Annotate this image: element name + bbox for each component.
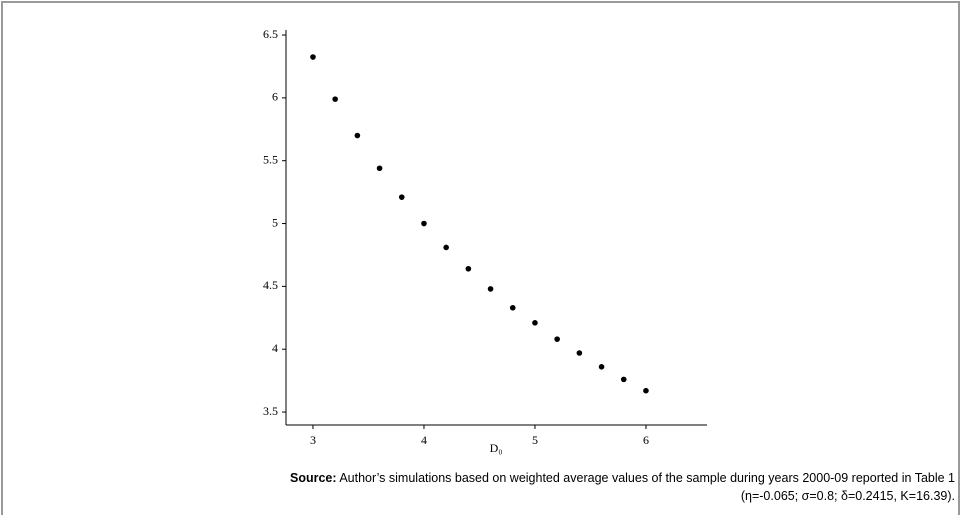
x-tick-label: 4: [421, 433, 427, 447]
y-tick-label: 4: [272, 341, 278, 355]
point: [509, 304, 516, 311]
point: [465, 265, 472, 272]
y-tick-label: 3.5: [263, 404, 278, 418]
point: [643, 387, 649, 394]
point: [332, 96, 338, 102]
x-tick-label: 6: [643, 433, 649, 447]
y-tick-label: 5: [272, 215, 278, 229]
point: [532, 320, 538, 326]
source-text: Author’s simulations based on weighted a…: [339, 471, 955, 485]
y-tick-label: 5.5: [263, 152, 278, 166]
source-caption: Source: Author’s simulations based on we…: [290, 471, 955, 485]
point: [554, 336, 560, 342]
point: [598, 364, 605, 370]
point: [620, 376, 627, 383]
x-axis-label: D₀: [490, 441, 503, 455]
point: [398, 194, 405, 200]
point: [310, 54, 316, 60]
x-tick-label: 3: [310, 433, 316, 447]
y-tick-label: 6.5: [263, 27, 278, 41]
y-tick-label: 6: [272, 90, 278, 104]
point: [443, 244, 449, 251]
y-tick-label: 4.5: [263, 278, 278, 292]
point: [576, 350, 583, 356]
point: [421, 220, 427, 227]
point: [354, 132, 361, 139]
point: [376, 165, 383, 172]
source-label: Source:: [290, 471, 337, 485]
x-tick-label: 5: [532, 433, 538, 447]
point: [487, 286, 494, 292]
source-text: (η=-0.065; σ=0.8; δ=0.2415, K=16.39).: [741, 489, 955, 503]
